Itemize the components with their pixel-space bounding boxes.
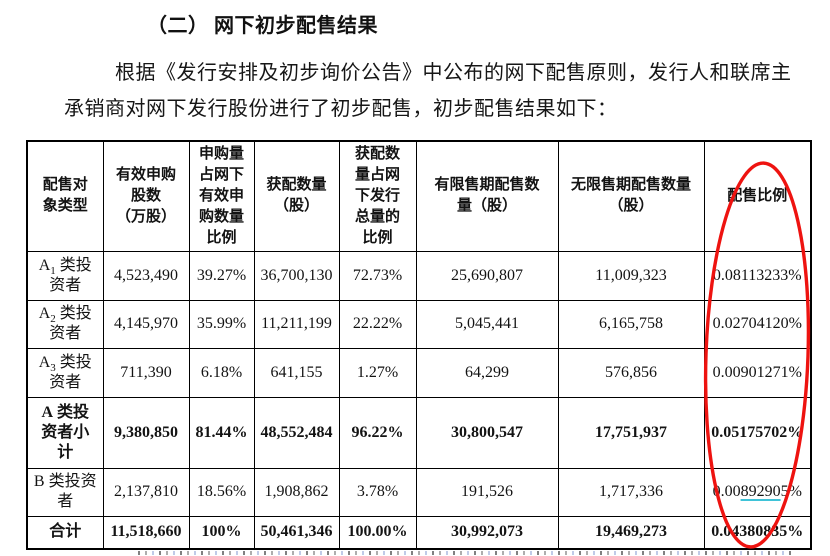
- table-cell: 11,211,199: [253, 299, 340, 349]
- table-cell: 19,469,273: [557, 515, 705, 550]
- table-cell: 0.00892905%: [703, 467, 812, 517]
- table-cell: 30,800,547: [415, 396, 559, 469]
- table-row-a3: A3 类投 资者 711,390 6.18% 641,155 1.27% 64,…: [26, 347, 812, 398]
- table-cell: 96.22%: [338, 396, 417, 469]
- table-cell: 641,155: [253, 347, 340, 398]
- table-cell: 0.05175702%: [703, 396, 812, 469]
- table-cell: 191,526: [415, 467, 559, 517]
- row-label: A3 类投 资者: [26, 347, 104, 398]
- table-cell: 6,165,758: [557, 299, 705, 349]
- table-row-b: B 类投资 者 2,137,810 18.56% 1,908,862 3.78%…: [26, 467, 812, 517]
- allocation-result-table: 配售对 象类型 有效申购 股数 （万股） 申购量 占网下 有效申 购数量 比例 …: [26, 140, 812, 550]
- table-cell: 36,700,130: [253, 250, 340, 301]
- table-cell: 48,552,484: [253, 396, 340, 469]
- column-header-object-type: 配售对 象类型: [26, 140, 104, 252]
- table-cell: 22.22%: [338, 299, 417, 349]
- table-cell: 9,380,850: [102, 396, 190, 469]
- section-title: （二） 网下初步配售结果: [147, 15, 378, 37]
- table-cell: 11,009,323: [557, 250, 705, 301]
- clipped-text-line: [138, 551, 793, 555]
- table-row-a-subtotal: A 类投 资者小 计 9,380,850 81.44% 48,552,484 9…: [26, 396, 812, 469]
- table-row-total: 合计 11,518,660 100% 50,461,346 100.00% 30…: [26, 515, 812, 550]
- column-header-subscription-ratio: 申购量 占网下 有效申 购数量 比例: [188, 140, 255, 252]
- table-cell: 576,856: [557, 347, 705, 398]
- table-cell: 4,523,490: [102, 250, 190, 301]
- table-cell: 1.27%: [338, 347, 417, 398]
- column-header-allotted-shares: 获配数量 （股）: [253, 140, 340, 252]
- intro-paragraph: 根据《发行安排及初步询价公告》中公布的网下配售原则，发行人和联席主 承销商对网下…: [64, 62, 792, 120]
- table-cell: 50,461,346: [253, 515, 340, 550]
- row-label: 合计: [26, 515, 104, 550]
- table-cell: 3.78%: [338, 467, 417, 517]
- column-header-valid-subscription: 有效申购 股数 （万股）: [102, 140, 190, 252]
- column-header-unrestricted-shares: 无限售期配售数量 （股）: [557, 140, 705, 252]
- table-row-a2: A2 类投 资者 4,145,970 35.99% 11,211,199 22.…: [26, 299, 812, 349]
- table-cell: 5,045,441: [415, 299, 559, 349]
- table-cell: 4,145,970: [102, 299, 190, 349]
- table-cell: 0.00901271%: [703, 347, 812, 398]
- column-header-restricted-shares: 有限售期配售数 量（股）: [415, 140, 559, 252]
- spellcheck-underline: 89290: [740, 483, 781, 500]
- table-cell: 18.56%: [188, 467, 255, 517]
- table-cell: 0.08113233%: [703, 250, 812, 301]
- row-label: A 类投 资者小 计: [26, 396, 104, 469]
- table-cell: 100.00%: [338, 515, 417, 550]
- table-header-row: 配售对 象类型 有效申购 股数 （万股） 申购量 占网下 有效申 购数量 比例 …: [26, 140, 812, 252]
- row-label: A1 类投 资者: [26, 250, 104, 301]
- table-cell: 100%: [188, 515, 255, 550]
- table-cell: 11,518,660: [102, 515, 190, 550]
- table-cell: 6.18%: [188, 347, 255, 398]
- table-cell: 72.73%: [338, 250, 417, 301]
- table-cell: 2,137,810: [102, 467, 190, 517]
- row-label: B 类投资 者: [26, 467, 104, 517]
- table-cell: 1,717,336: [557, 467, 705, 517]
- table-cell: 711,390: [102, 347, 190, 398]
- table-cell: 0.04380835%: [703, 515, 812, 550]
- table-cell: 64,299: [415, 347, 559, 398]
- table-row-a1: A1 类投 资者 4,523,490 39.27% 36,700,130 72.…: [26, 250, 812, 301]
- table-cell: 17,751,937: [557, 396, 705, 469]
- column-header-placement-ratio: 配售比例: [703, 140, 812, 252]
- table-cell: 35.99%: [188, 299, 255, 349]
- table-cell: 81.44%: [188, 396, 255, 469]
- table-cell: 39.27%: [188, 250, 255, 301]
- table-cell: 1,908,862: [253, 467, 340, 517]
- table-cell: 25,690,807: [415, 250, 559, 301]
- table-cell: 0.02704120%: [703, 299, 812, 349]
- table-cell: 30,992,073: [415, 515, 559, 550]
- column-header-allotted-ratio: 获配数 量占网 下发行 总量的 比例: [338, 140, 417, 252]
- row-label: A2 类投 资者: [26, 299, 104, 349]
